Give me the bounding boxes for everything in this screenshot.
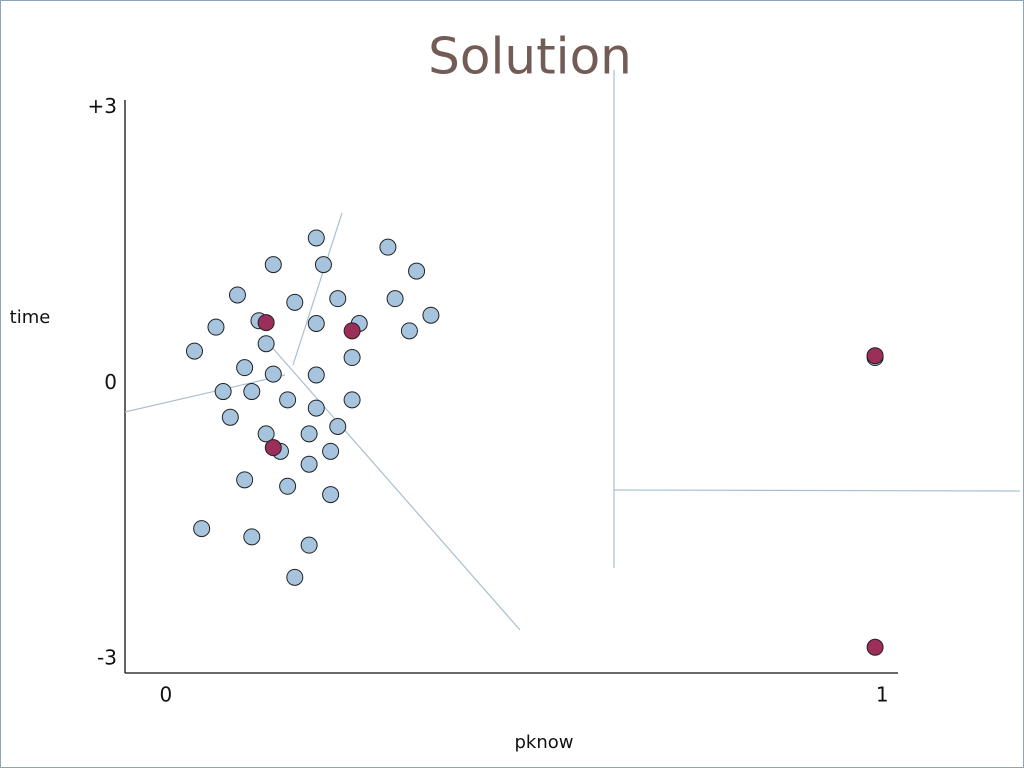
y-tick-label: +3 [88,94,117,118]
x-tick-label: 1 [876,683,889,707]
data-point [379,238,397,256]
data-point [300,455,318,473]
data-point [214,383,232,401]
data-point [264,439,282,457]
data-point [300,536,318,554]
data-point [257,425,275,443]
data-point [866,638,884,656]
data-point [329,290,347,308]
data-point [307,399,325,417]
data-point [221,408,239,426]
boundary-line [269,344,521,631]
data-point [307,366,325,384]
data-point [236,359,254,377]
boundary-line [292,212,343,366]
data-point [314,256,332,274]
y-tick-label: 0 [104,370,117,394]
data-point [185,342,203,360]
data-point [300,425,318,443]
data-point [257,314,275,332]
data-point [343,322,361,340]
data-point [207,318,225,336]
boundary-line [124,374,286,413]
data-point [243,383,261,401]
data-point [228,286,246,304]
data-point [264,256,282,274]
x-axis-label: pknow [515,732,574,753]
x-tick-label: 0 [159,683,172,707]
data-point [307,229,325,247]
y-axis-label: time [10,307,51,328]
data-point [322,442,340,460]
y-tick-label: -3 [97,646,117,670]
data-point [866,347,884,365]
data-point [386,290,404,308]
data-point [343,391,361,409]
data-point [257,335,275,353]
data-point [243,528,261,546]
data-point [343,349,361,367]
data-point [264,365,282,383]
data-point [329,418,347,436]
slide-title: Solution [428,28,632,86]
data-point [236,471,254,489]
data-point [400,322,418,340]
data-point [279,391,297,409]
boundary-line [613,489,1021,492]
data-point [193,520,211,538]
data-point [286,568,304,586]
data-point [408,262,426,280]
data-point [322,486,340,504]
data-point [307,314,325,332]
data-point [422,306,440,324]
data-point [279,477,297,495]
data-point [286,293,304,311]
